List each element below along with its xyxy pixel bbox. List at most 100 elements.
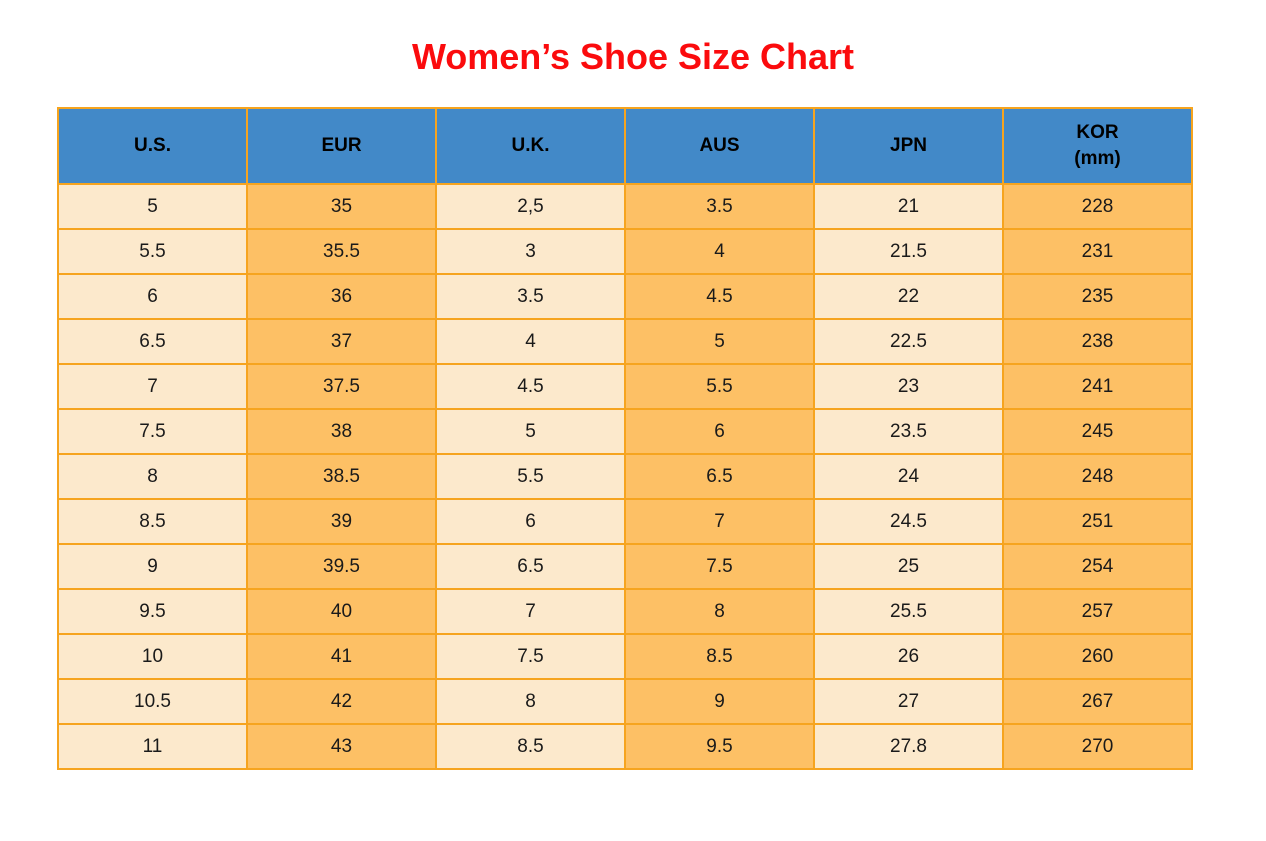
column-header-kor-sub: (mm)	[1074, 148, 1121, 169]
cell-us: 10.5	[57, 678, 248, 725]
cell-aus: 3.5	[624, 183, 815, 230]
cell-kor: 238	[1002, 318, 1193, 365]
cell-uk: 7.5	[435, 633, 626, 680]
cell-uk: 5	[435, 408, 626, 455]
cell-aus: 4.5	[624, 273, 815, 320]
cell-jpn: 24.5	[813, 498, 1004, 545]
cell-jpn: 25	[813, 543, 1004, 590]
cell-uk: 6	[435, 498, 626, 545]
cell-kor: 248	[1002, 453, 1193, 500]
cell-uk: 2,5	[435, 183, 626, 230]
cell-us: 11	[57, 723, 248, 770]
header-row: U.S. EUR U.K. AUS JPN KOR (mm)	[57, 107, 1193, 185]
cell-aus: 8.5	[624, 633, 815, 680]
cell-aus: 7.5	[624, 543, 815, 590]
table-row: 8 38.5 5.5 6.5 24 248	[57, 453, 1193, 500]
cell-uk: 5.5	[435, 453, 626, 500]
cell-eur: 37	[246, 318, 437, 365]
page-title: Women’s Shoe Size Chart	[411, 36, 855, 77]
column-header-aus: AUS	[624, 107, 815, 185]
cell-aus: 8	[624, 588, 815, 635]
cell-eur: 43	[246, 723, 437, 770]
table-row: 10.5 42 8 9 27 267	[57, 678, 1193, 725]
cell-jpn: 25.5	[813, 588, 1004, 635]
cell-us: 7.5	[57, 408, 248, 455]
cell-kor: 251	[1002, 498, 1193, 545]
cell-eur: 42	[246, 678, 437, 725]
cell-aus: 7	[624, 498, 815, 545]
table-row: 10 41 7.5 8.5 26 260	[57, 633, 1193, 680]
cell-eur: 38	[246, 408, 437, 455]
table-row: 7.5 38 5 6 23.5 245	[57, 408, 1193, 455]
cell-aus: 9.5	[624, 723, 815, 770]
cell-kor: 231	[1002, 228, 1193, 275]
column-header-kor: KOR (mm)	[1002, 107, 1193, 185]
table-row: 5.5 35.5 3 4 21.5 231	[57, 228, 1193, 275]
cell-jpn: 27.8	[813, 723, 1004, 770]
table-row: 6 36 3.5 4.5 22 235	[57, 273, 1193, 320]
column-header-uk: U.K.	[435, 107, 626, 185]
cell-uk: 8	[435, 678, 626, 725]
cell-aus: 5	[624, 318, 815, 365]
cell-jpn: 27	[813, 678, 1004, 725]
cell-aus: 9	[624, 678, 815, 725]
cell-jpn: 24	[813, 453, 1004, 500]
cell-eur: 41	[246, 633, 437, 680]
cell-aus: 4	[624, 228, 815, 275]
cell-kor: 270	[1002, 723, 1193, 770]
cell-us: 5	[57, 183, 248, 230]
cell-us: 5.5	[57, 228, 248, 275]
table-row: 8.5 39 6 7 24.5 251	[57, 498, 1193, 545]
cell-jpn: 23	[813, 363, 1004, 410]
cell-kor: 267	[1002, 678, 1193, 725]
cell-eur: 39	[246, 498, 437, 545]
table-row: 6.5 37 4 5 22.5 238	[57, 318, 1193, 365]
cell-us: 6	[57, 273, 248, 320]
size-chart-container: U.S. EUR U.K. AUS JPN KOR (mm) 5 35 2,5 3.5 21 228 5…	[57, 107, 1193, 770]
cell-aus: 6.5	[624, 453, 815, 500]
cell-eur: 35.5	[246, 228, 437, 275]
cell-kor: 241	[1002, 363, 1193, 410]
cell-jpn: 23.5	[813, 408, 1004, 455]
cell-jpn: 21	[813, 183, 1004, 230]
table-row: 7 37.5 4.5 5.5 23 241	[57, 363, 1193, 410]
table-row: 9.5 40 7 8 25.5 257	[57, 588, 1193, 635]
cell-eur: 37.5	[246, 363, 437, 410]
cell-us: 9.5	[57, 588, 248, 635]
cell-eur: 40	[246, 588, 437, 635]
cell-jpn: 22.5	[813, 318, 1004, 365]
cell-uk: 3.5	[435, 273, 626, 320]
table-body: 5 35 2,5 3.5 21 228 5.5 35.5 3 4 21.5 231 6 36 3.5 4.5 2…	[57, 183, 1193, 770]
cell-uk: 6.5	[435, 543, 626, 590]
table-header-row: U.S. EUR U.K. AUS JPN KOR (mm)	[57, 107, 1193, 185]
cell-eur: 36	[246, 273, 437, 320]
size-chart-table: U.S. EUR U.K. AUS JPN KOR (mm) 5 35 2,5 3.5 21 228 5…	[57, 107, 1193, 770]
cell-eur: 35	[246, 183, 437, 230]
table-row: 9 39.5 6.5 7.5 25 254	[57, 543, 1193, 590]
column-header-us: U.S.	[57, 107, 248, 185]
cell-kor: 257	[1002, 588, 1193, 635]
cell-us: 6.5	[57, 318, 248, 365]
cell-eur: 38.5	[246, 453, 437, 500]
cell-aus: 6	[624, 408, 815, 455]
cell-uk: 4	[435, 318, 626, 365]
cell-jpn: 21.5	[813, 228, 1004, 275]
cell-eur: 39.5	[246, 543, 437, 590]
cell-kor: 254	[1002, 543, 1193, 590]
cell-us: 8	[57, 453, 248, 500]
cell-jpn: 22	[813, 273, 1004, 320]
column-header-eur: EUR	[246, 107, 437, 185]
cell-us: 7	[57, 363, 248, 410]
column-header-jpn: JPN	[813, 107, 1004, 185]
table-row: 11 43 8.5 9.5 27.8 270	[57, 723, 1193, 770]
cell-uk: 4.5	[435, 363, 626, 410]
cell-us: 9	[57, 543, 248, 590]
cell-kor: 235	[1002, 273, 1193, 320]
cell-kor: 260	[1002, 633, 1193, 680]
cell-us: 10	[57, 633, 248, 680]
cell-aus: 5.5	[624, 363, 815, 410]
cell-uk: 8.5	[435, 723, 626, 770]
table-row: 5 35 2,5 3.5 21 228	[57, 183, 1193, 230]
cell-jpn: 26	[813, 633, 1004, 680]
cell-kor: 245	[1002, 408, 1193, 455]
